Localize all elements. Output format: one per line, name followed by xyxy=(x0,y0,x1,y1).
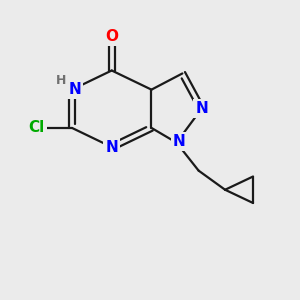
Text: O: O xyxy=(105,29,118,44)
Text: N: N xyxy=(173,134,186,149)
Text: Cl: Cl xyxy=(28,120,45,135)
Text: N: N xyxy=(105,140,118,154)
Text: N: N xyxy=(68,82,81,97)
Text: N: N xyxy=(195,101,208,116)
Text: H: H xyxy=(56,74,66,87)
